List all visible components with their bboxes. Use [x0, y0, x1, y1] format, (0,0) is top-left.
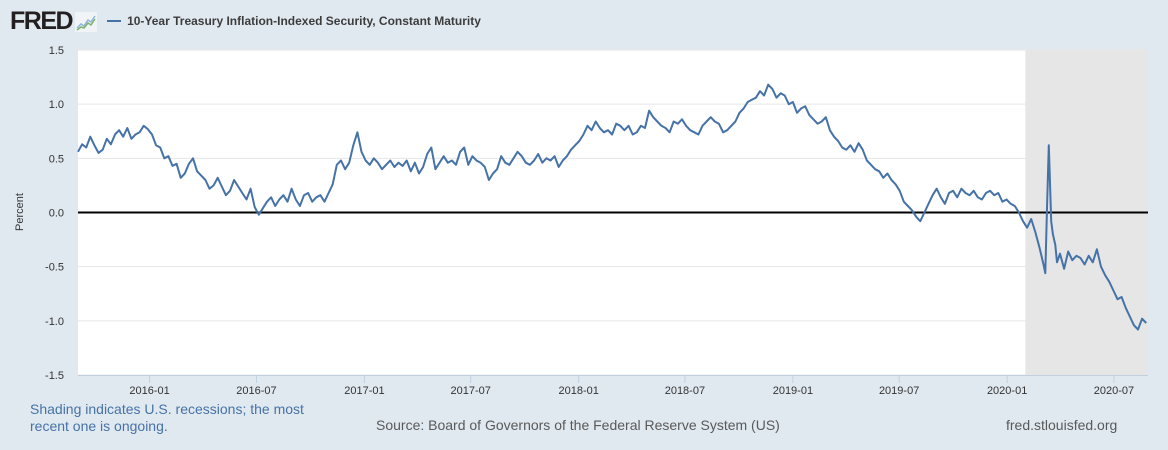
x-tick-label: 2019-01: [773, 385, 813, 397]
y-tick-label: 1.5: [49, 45, 64, 57]
source-text: Source: Board of Governors of the Federa…: [376, 417, 780, 433]
y-tick-label: -1.5: [45, 370, 64, 382]
y-tick-label: 0.5: [49, 153, 64, 165]
y-tick-label: -1.0: [45, 316, 64, 328]
y-axis-label: Percent: [14, 193, 26, 231]
recession-note[interactable]: Shading indicates U.S. recessions; the m…: [30, 401, 304, 434]
x-tick-label: 2016-07: [236, 385, 276, 397]
x-tick-label: 2017-01: [344, 385, 384, 397]
line-chart-icon: [75, 12, 98, 32]
legend-swatch: [107, 20, 122, 22]
x-tick-label: 2019-07: [879, 385, 919, 397]
chart-header: FRED 10-Year Treasury Inflation-Indexed …: [10, 8, 481, 34]
x-tick-label: 2020-07: [1094, 385, 1134, 397]
x-tick-label: 2018-07: [665, 385, 705, 397]
x-tick-label: 2016-01: [129, 385, 169, 397]
y-tick-label: 1.0: [49, 99, 64, 111]
x-tick-label: 2017-07: [450, 385, 490, 397]
series-line[interactable]: [77, 83, 1147, 331]
y-tick-label: -0.5: [45, 262, 64, 274]
legend-label: 10-Year Treasury Inflation-Indexed Secur…: [127, 14, 481, 28]
x-tick-label: 2018-01: [558, 385, 598, 397]
x-tick-label: 2020-01: [987, 385, 1027, 397]
fred-logo[interactable]: FRED: [10, 6, 74, 35]
fred-url[interactable]: fred.stlouisfed.org: [1006, 417, 1118, 433]
y-tick-label: 0.0: [49, 208, 64, 220]
